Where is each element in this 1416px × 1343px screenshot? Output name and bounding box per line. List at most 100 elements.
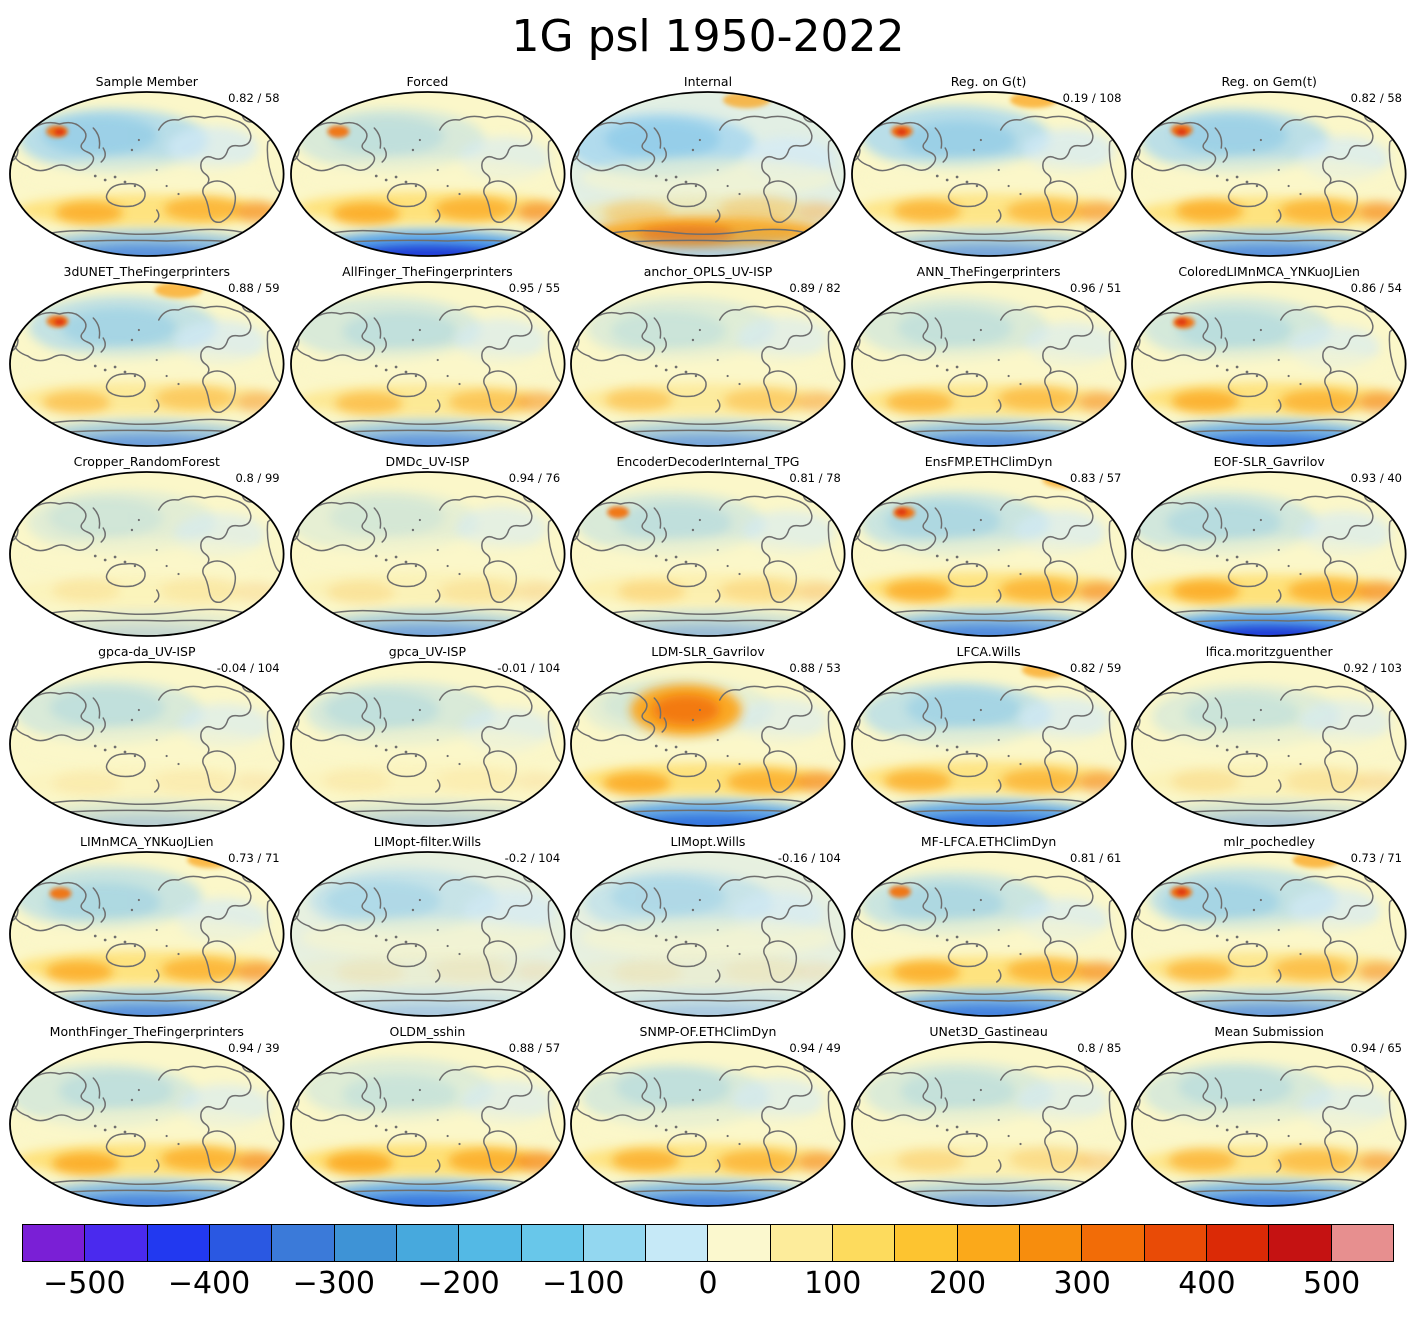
map-svg <box>289 470 566 637</box>
map-svg <box>1131 90 1407 257</box>
panel-score: 0.94 / 76 <box>508 470 561 485</box>
map-svg <box>850 280 1127 447</box>
map-svg <box>289 850 566 1017</box>
panel-title: SNMP-OF.ETHClimDyn <box>639 1023 777 1039</box>
colorbar-tick-label: 200 <box>928 1265 987 1301</box>
world-map <box>289 470 567 638</box>
map-panel: mlr_pochedley 0.73 / 71 <box>1130 833 1408 1018</box>
world-map <box>8 280 286 448</box>
colorbar-cell <box>1019 1224 1082 1261</box>
panel-score: 0.73 / 71 <box>228 850 280 865</box>
map-svg <box>1131 470 1407 637</box>
map-svg <box>9 850 285 1017</box>
panel-score: 0.81 / 61 <box>1069 850 1122 865</box>
map-svg <box>570 660 846 827</box>
panel-title: EncoderDecoderInternal_TPG <box>616 453 800 469</box>
world-map <box>569 1040 847 1208</box>
panel-title: LFCA.Wills <box>956 643 1021 659</box>
world-map <box>289 280 567 448</box>
world-map <box>8 850 286 1018</box>
map-svg <box>850 660 1127 827</box>
map-panel: EncoderDecoderInternal_TPG 0.81 / 78 <box>569 453 847 638</box>
colorbar-cell <box>146 1224 209 1261</box>
map-panel: OLDM_sshin 0.88 / 57 <box>289 1023 567 1208</box>
map-panel: Reg. on G(t) 0.19 / 108 <box>850 73 1128 258</box>
panel-score: 0.88 / 57 <box>508 1040 561 1055</box>
panel-score: 0.95 / 55 <box>508 280 561 295</box>
map-panel: UNet3D_Gastineau 0.8 / 85 <box>850 1023 1128 1208</box>
map-panel: Reg. on Gem(t) 0.82 / 58 <box>1130 73 1408 258</box>
map-panel: LIMopt-filter.Wills -0.2 / 104 <box>289 833 567 1018</box>
panel-score: 0.94 / 65 <box>1350 1040 1402 1055</box>
colorbar-cell <box>582 1224 646 1261</box>
colorbar-cell <box>832 1224 895 1261</box>
world-map <box>1130 660 1408 828</box>
map-panel: 3dUNET_TheFingerprinters 0.88 / 59 <box>8 263 286 448</box>
world-map <box>569 660 847 828</box>
map-panel: MF-LFCA.ETHClimDyn 0.81 / 61 <box>850 833 1128 1018</box>
colorbar-cell <box>208 1224 272 1261</box>
panel-title: EOF-SLR_Gavrilov <box>1213 453 1325 469</box>
colorbar <box>22 1223 1394 1262</box>
panel-title: Internal <box>683 73 733 89</box>
world-map <box>569 850 847 1018</box>
map-panel: lfica.moritzguenther 0.92 / 103 <box>1130 643 1408 828</box>
panel-score: 0.83 / 57 <box>1069 470 1122 485</box>
map-svg <box>850 1040 1127 1207</box>
map-svg <box>570 470 846 637</box>
panel-score: 0.82 / 59 <box>1069 660 1122 675</box>
map-panel: Internal <box>569 73 847 258</box>
colorbar-tick-label: 500 <box>1302 1265 1361 1301</box>
panel-score: 0.8 / 85 <box>1077 1040 1122 1055</box>
colorbar-wrap: −500 −400 −300 −200 −100 0 100 200 300 400 500 <box>22 1223 1394 1310</box>
map-panel: DMDc_UV-ISP 0.94 / 76 <box>289 453 567 638</box>
colorbar-tick-label: 0 <box>698 1265 718 1301</box>
panel-score: 0.8 / 99 <box>235 470 280 485</box>
colorbar-cell <box>1205 1224 1269 1261</box>
world-map <box>8 660 286 828</box>
figure-title: 1G psl 1950-2022 <box>511 11 905 62</box>
panel-title: Reg. on Gem(t) <box>1221 73 1317 89</box>
panel-title: MonthFinger_TheFingerprinters <box>49 1023 244 1039</box>
map-svg <box>289 660 566 827</box>
colorbar-tick-label: −400 <box>167 1265 251 1301</box>
panel-score: 0.92 / 103 <box>1343 660 1402 675</box>
world-map <box>850 660 1128 828</box>
colorbar-cell <box>395 1224 459 1261</box>
map-panel: EOF-SLR_Gavrilov 0.93 / 40 <box>1130 453 1408 638</box>
colorbar-cell <box>707 1224 770 1261</box>
map-svg <box>850 90 1127 257</box>
panel-title: lfica.moritzguenther <box>1205 643 1333 659</box>
panel-title: anchor_OPLS_UV-ISP <box>643 263 773 279</box>
panel-score: -0.2 / 104 <box>504 850 561 865</box>
panel-title: OLDM_sshin <box>389 1023 466 1039</box>
panel-score: 0.88 / 53 <box>789 660 841 675</box>
map-panel: ColoredLIMnMCA_YNKuoJLien 0.86 / 54 <box>1130 263 1408 448</box>
map-svg <box>289 90 566 257</box>
panel-score: -0.04 / 104 <box>216 660 280 675</box>
panel-title: mlr_pochedley <box>1223 833 1315 849</box>
map-svg <box>570 1040 846 1207</box>
world-map <box>1130 470 1408 638</box>
panel-title: LIMnMCA_YNKuoJLien <box>80 833 214 849</box>
panel-title: 3dUNET_TheFingerprinters <box>63 263 231 279</box>
map-panel: ANN_TheFingerprinters 0.96 / 51 <box>850 263 1128 448</box>
world-map <box>1130 850 1408 1018</box>
panel-score: 0.81 / 78 <box>789 470 841 485</box>
map-panel: LIMnMCA_YNKuoJLien 0.73 / 71 <box>8 833 286 1018</box>
panel-title: LDM-SLR_Gavrilov <box>651 643 765 659</box>
panel-score: 0.96 / 51 <box>1069 280 1122 295</box>
panel-title: DMDc_UV-ISP <box>385 453 470 469</box>
panels-grid: Sample Member 0.82 / 58 Forced Internal … <box>0 63 1416 1208</box>
world-map <box>850 1040 1128 1208</box>
colorbar-cell <box>1081 1224 1144 1261</box>
map-svg <box>289 280 566 447</box>
map-svg <box>850 850 1127 1017</box>
map-panel: LIMopt.Wills -0.16 / 104 <box>569 833 847 1018</box>
panel-score: 0.73 / 71 <box>1350 850 1402 865</box>
panel-score: 0.93 / 40 <box>1350 470 1402 485</box>
map-svg <box>570 90 846 257</box>
world-map <box>289 850 567 1018</box>
colorbar-cell <box>894 1224 957 1261</box>
colorbar-tick-label: −100 <box>542 1265 625 1301</box>
